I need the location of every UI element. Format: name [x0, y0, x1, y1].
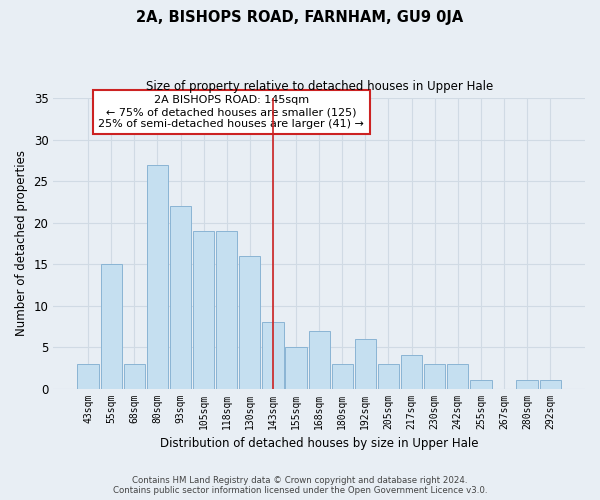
- Bar: [170, 206, 191, 388]
- Bar: [286, 347, 307, 389]
- Bar: [378, 364, 399, 388]
- Title: Size of property relative to detached houses in Upper Hale: Size of property relative to detached ho…: [146, 80, 493, 93]
- Text: 2A BISHOPS ROAD: 145sqm
← 75% of detached houses are smaller (125)
25% of semi-d: 2A BISHOPS ROAD: 145sqm ← 75% of detache…: [98, 96, 364, 128]
- Bar: [401, 356, 422, 388]
- Bar: [424, 364, 445, 388]
- Bar: [517, 380, 538, 388]
- Bar: [447, 364, 469, 388]
- Bar: [332, 364, 353, 388]
- Bar: [124, 364, 145, 388]
- Bar: [147, 164, 168, 388]
- Text: 2A, BISHOPS ROAD, FARNHAM, GU9 0JA: 2A, BISHOPS ROAD, FARNHAM, GU9 0JA: [136, 10, 464, 25]
- Bar: [77, 364, 99, 388]
- Bar: [262, 322, 284, 388]
- Bar: [308, 330, 330, 388]
- Bar: [470, 380, 491, 388]
- Bar: [216, 231, 238, 388]
- Y-axis label: Number of detached properties: Number of detached properties: [15, 150, 28, 336]
- Bar: [539, 380, 561, 388]
- Bar: [193, 231, 214, 388]
- X-axis label: Distribution of detached houses by size in Upper Hale: Distribution of detached houses by size …: [160, 437, 478, 450]
- Text: Contains HM Land Registry data © Crown copyright and database right 2024.
Contai: Contains HM Land Registry data © Crown c…: [113, 476, 487, 495]
- Bar: [101, 264, 122, 388]
- Bar: [355, 339, 376, 388]
- Bar: [239, 256, 260, 388]
